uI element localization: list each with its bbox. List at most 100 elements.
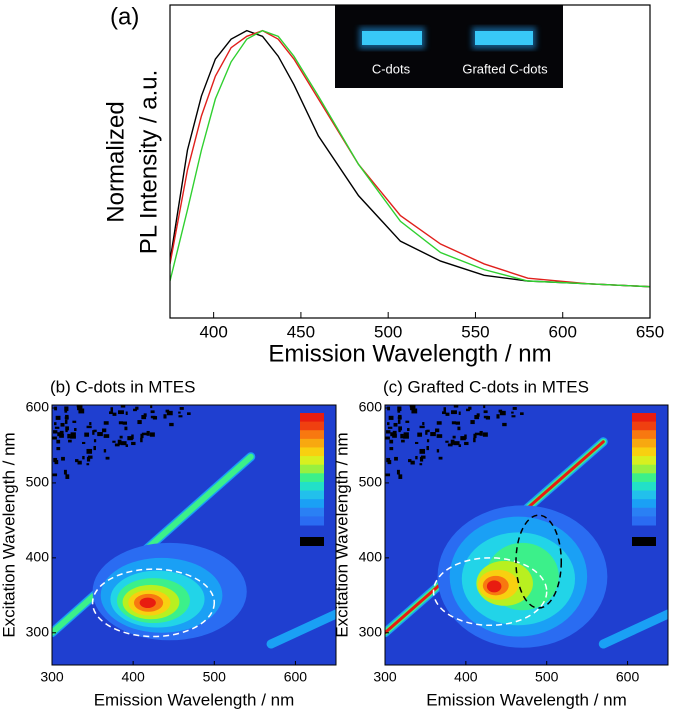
noise-speck [452, 435, 456, 439]
x-axis-label: Emission Wavelength / nm [94, 690, 295, 709]
noise-speck [436, 449, 440, 453]
noise-speck [458, 411, 461, 415]
noise-speck [405, 420, 410, 423]
sample-bar [362, 31, 422, 45]
noise-speck [131, 441, 136, 446]
noise-speck [470, 420, 475, 425]
noise-speck [55, 415, 61, 420]
noise-speck [92, 430, 95, 435]
noise-speck [57, 432, 61, 437]
noise-speck [187, 412, 191, 416]
noise-speck [502, 422, 507, 427]
noise-speck [117, 439, 122, 445]
noise-speck [483, 405, 486, 409]
noise-speck [443, 407, 447, 412]
colorbar-step [632, 447, 656, 457]
noise-speck [67, 433, 71, 439]
noise-speck [110, 407, 114, 412]
noise-speck [166, 410, 173, 416]
noise-speck [419, 456, 424, 462]
x-tick-label: 500 [374, 322, 402, 341]
x-tick-label: 600 [549, 322, 577, 341]
y-tick-label: 600 [359, 399, 383, 415]
colorbar-step [300, 438, 324, 448]
noise-speck [435, 428, 440, 433]
plot-frame [51, 404, 337, 666]
y-tick-label: 400 [26, 549, 50, 565]
noise-speck [447, 443, 453, 447]
noise-speck [473, 433, 477, 439]
noise-speck [56, 439, 61, 444]
noise-speck [68, 439, 72, 443]
series-line [170, 29, 650, 288]
colorbar-step [300, 516, 324, 526]
noise-speck [401, 439, 405, 443]
noise-speck [86, 425, 92, 429]
noise-speck [403, 436, 409, 439]
colorbar-step [300, 413, 324, 423]
noise-speck [124, 426, 128, 431]
noise-speck [520, 412, 524, 416]
noise-speck [82, 441, 86, 445]
noise-speck [392, 430, 397, 436]
noise-speck [422, 422, 425, 426]
noise-speck [415, 441, 419, 445]
noise-speck [163, 414, 167, 419]
noise-speck [450, 439, 455, 445]
noise-speck [398, 426, 402, 431]
noise-speck [411, 408, 418, 414]
dashed-outline [515, 514, 563, 609]
noise-speck [140, 433, 144, 439]
noise-speck [120, 405, 126, 408]
noise-speck [150, 405, 153, 409]
noise-speck [392, 433, 397, 438]
noise-speck [54, 426, 60, 429]
plot-area [385, 405, 668, 665]
noise-speck [121, 441, 127, 446]
noise-speck [64, 406, 69, 411]
y-tick-label: 500 [359, 474, 383, 490]
noise-speck [59, 433, 64, 438]
sample-bar [475, 31, 533, 45]
colorbar-step [632, 473, 656, 483]
colorbar-step [632, 430, 656, 440]
series-line [170, 29, 650, 288]
plot-area [170, 29, 650, 288]
noise-speck [103, 434, 110, 438]
noise-speck [419, 448, 426, 454]
noise-speck [86, 463, 90, 466]
noise-speck [397, 419, 401, 424]
noise-speck [397, 406, 402, 411]
y-axis-label: Excitation Wavelength / nm [332, 432, 351, 637]
y-axis-label: PL Intensity / a.u. [135, 70, 162, 255]
colorbar-step [632, 507, 656, 517]
noise-speck [410, 460, 415, 465]
noise-speck [65, 474, 70, 479]
scatter-line [266, 609, 336, 649]
noise-speck [88, 455, 93, 459]
noise-speck [135, 406, 139, 410]
noise-speck [97, 432, 103, 437]
noise-speck [445, 440, 449, 443]
noise-speck [474, 432, 481, 436]
noise-speck [511, 411, 514, 414]
noise-speck [436, 421, 442, 425]
noise-speck [93, 439, 97, 443]
noise-speck [118, 421, 124, 425]
noise-speck [397, 409, 401, 413]
noise-speck [483, 410, 488, 414]
noise-speck [389, 447, 394, 451]
noise-speck [426, 439, 430, 443]
plot-frame [384, 404, 669, 666]
noise-speck [52, 436, 57, 440]
noise-speck [419, 463, 423, 466]
noise-speck [387, 422, 390, 426]
y-tick-label: 500 [26, 474, 50, 490]
noise-speck [387, 426, 393, 429]
colorbar-step [300, 421, 324, 431]
noise-speck [419, 425, 425, 429]
noise-speck [396, 469, 400, 475]
plot-frame [169, 4, 651, 319]
x-axis-label: Emission Wavelength / nm [426, 690, 627, 709]
